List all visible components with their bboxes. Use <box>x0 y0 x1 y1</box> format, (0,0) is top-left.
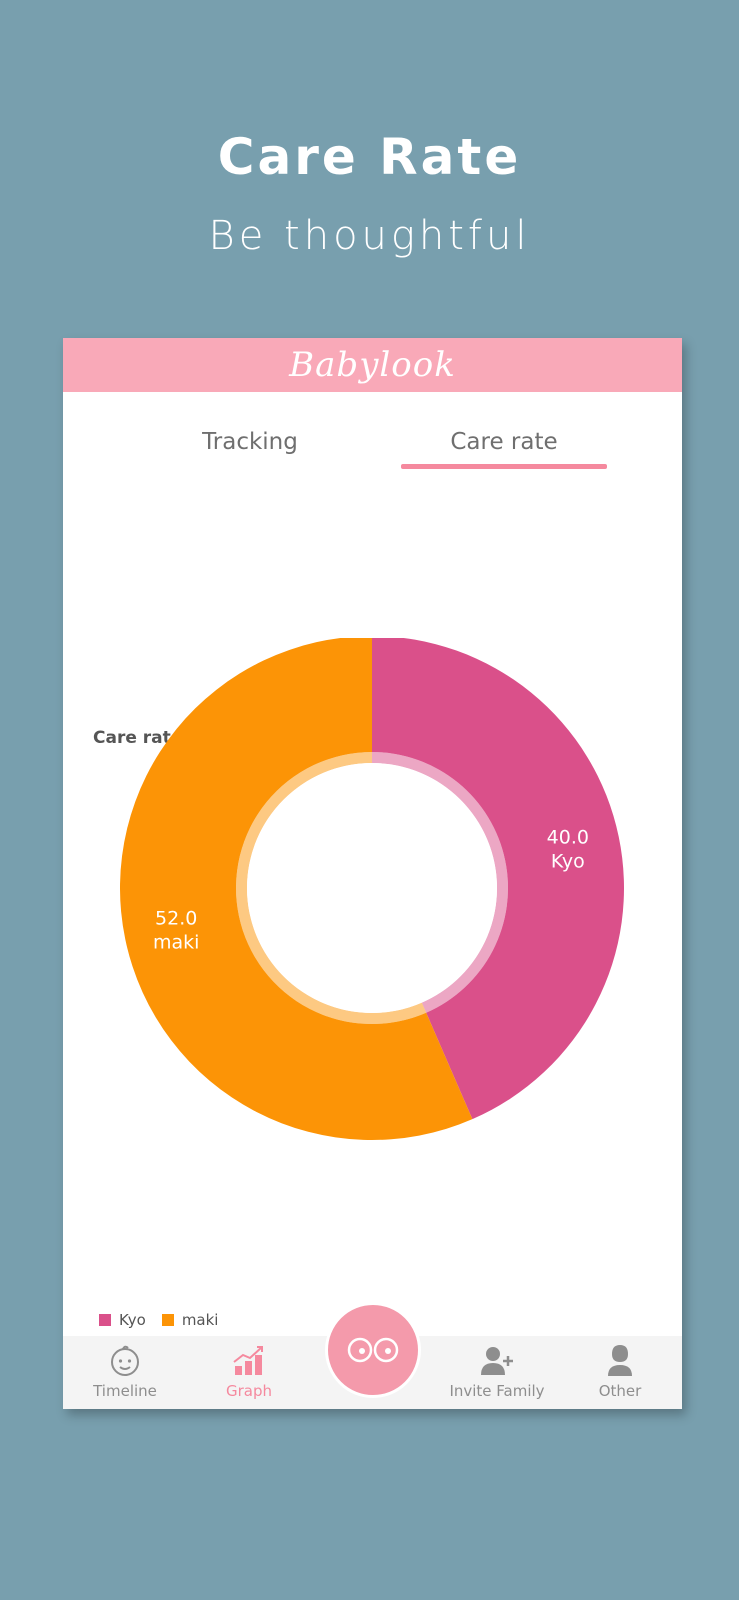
chart-legend: Kyo maki <box>99 1311 218 1329</box>
nav-timeline[interactable]: Timeline <box>63 1336 187 1409</box>
nav-label: Other <box>598 1382 642 1400</box>
slice-value-label: 40.0 <box>547 826 589 848</box>
add-user-icon <box>481 1347 513 1375</box>
tab-tracking[interactable]: Tracking <box>202 429 298 455</box>
slice-name-label: maki <box>153 932 199 954</box>
care-rate-chart: 40.0 Kyo 52.0 maki <box>63 638 682 1178</box>
legend-item-kyo: Kyo <box>99 1311 146 1329</box>
tab-bar: Tracking Care rate <box>63 422 682 472</box>
promo-title: Care Rate <box>217 128 522 186</box>
eyes-icon <box>347 1337 399 1363</box>
nav-other[interactable]: Other <box>558 1336 682 1409</box>
legend-label: maki <box>181 1311 219 1329</box>
legend-swatch <box>161 1314 174 1326</box>
baby-face-icon <box>111 1345 139 1376</box>
active-tab-indicator <box>401 464 607 469</box>
app-header: Babylook <box>63 338 682 392</box>
donut-hole <box>247 763 497 1013</box>
nav-label: Invite Family <box>449 1382 545 1400</box>
bar-chart-icon <box>233 1346 263 1375</box>
nav-label: Graph <box>225 1382 272 1400</box>
app-screen: Babylook Tracking Care rate Care rate 40… <box>63 338 682 1409</box>
nav-invite-family[interactable]: Invite Family <box>435 1336 559 1409</box>
tab-care-rate[interactable]: Care rate <box>450 429 558 455</box>
legend-label: Kyo <box>119 1311 146 1329</box>
babylook-logo: Babylook <box>289 345 456 385</box>
donut-slice-kyo <box>372 638 624 1120</box>
nav-graph[interactable]: Graph <box>187 1336 311 1409</box>
donut-slice-maki <box>120 638 473 1140</box>
chart-title: Care rate <box>93 728 183 748</box>
nav-label: Timeline <box>93 1382 157 1400</box>
slice-value-label: 52.0 <box>155 908 197 930</box>
legend-item-maki: maki <box>161 1311 219 1329</box>
slice-name-label: Kyo <box>551 850 585 872</box>
promo-subtitle: Be thoughtful <box>208 213 531 259</box>
person-icon <box>608 1345 632 1376</box>
center-action-button[interactable] <box>325 1302 421 1398</box>
legend-swatch <box>99 1314 111 1326</box>
